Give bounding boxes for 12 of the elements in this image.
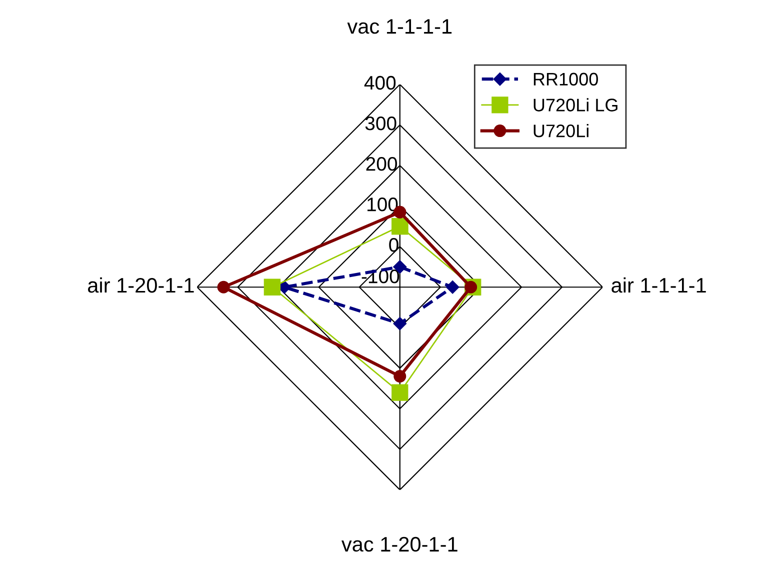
y-tick-label: 300 xyxy=(365,116,396,130)
spoke-label: vac 1-1-1-1 xyxy=(347,19,452,34)
y-tick-label: 0 xyxy=(389,238,398,252)
legend-label: U720Li LG xyxy=(534,98,618,112)
spoke-label: air 1-20-1-1 xyxy=(88,277,194,293)
spoke-label: vac 1-20-1-1 xyxy=(341,536,458,552)
spoke-label: air 1-1-1-1 xyxy=(612,277,706,293)
legend-label: RR1000 xyxy=(534,72,598,86)
y-tick-label: 100 xyxy=(368,198,398,212)
y-tick-label: 200 xyxy=(366,156,397,171)
legend-label: U720Li xyxy=(534,124,588,138)
y-tick-label: 400 xyxy=(364,76,396,90)
